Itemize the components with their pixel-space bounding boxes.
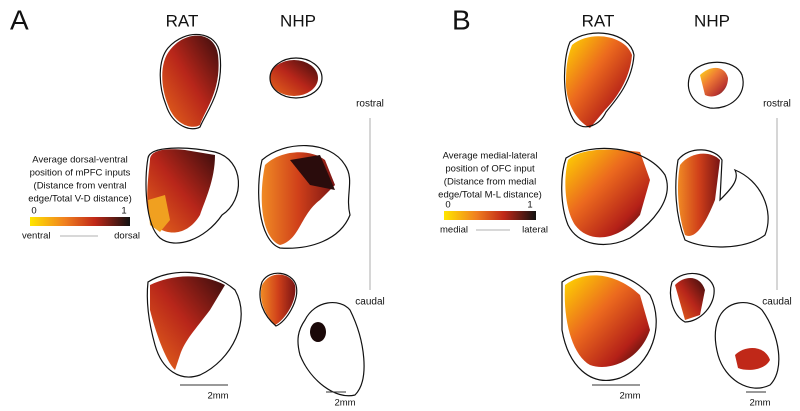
scale-label: 2mm	[207, 391, 228, 402]
colorbar	[30, 217, 130, 226]
section-outline	[146, 271, 242, 378]
section-outline	[269, 57, 323, 99]
section-outline	[561, 147, 668, 246]
axis-label: caudal	[355, 297, 384, 308]
section-outline	[687, 61, 744, 109]
section-map	[677, 153, 720, 236]
legend-text: (Distance from ventral	[34, 181, 127, 192]
panel-letter: A	[10, 4, 29, 35]
section-map	[270, 60, 318, 96]
legend-text: edge/Total M-L distance)	[438, 190, 542, 201]
legend-text: edge/Total V-D distance)	[28, 194, 132, 205]
section-map	[260, 274, 296, 325]
section-outline	[669, 272, 715, 323]
legend-text: Average dorsal-ventral	[32, 155, 127, 166]
section-map	[565, 36, 632, 128]
section-map	[148, 195, 170, 232]
section-outline	[675, 149, 769, 248]
section-map	[290, 155, 335, 190]
scale-label: 2mm	[334, 398, 355, 409]
section-outline	[259, 272, 298, 327]
section-outline	[561, 270, 657, 381]
colorbar-left: ventral	[22, 231, 51, 242]
section-map	[735, 348, 770, 370]
colorbar-max: 1	[121, 206, 126, 217]
legend-text: position of OFC input	[445, 164, 535, 175]
axis-label: rostral	[763, 99, 791, 110]
section-outline	[297, 302, 365, 397]
colorbar-left: medial	[440, 225, 468, 236]
colorbar-min: 0	[31, 206, 36, 217]
scale-label: 2mm	[749, 398, 770, 409]
colorbar-right: dorsal	[114, 231, 140, 242]
axis-label: caudal	[762, 297, 791, 308]
section-map	[162, 35, 219, 127]
section-outline	[258, 144, 351, 249]
panel-a: A RAT NHP rostral caudal Average dorsal-…	[10, 4, 385, 408]
section-outline	[159, 34, 222, 130]
column-header: RAT	[166, 11, 199, 30]
section-map	[150, 276, 225, 370]
colorbar-min: 0	[445, 200, 450, 211]
legend-text: Average medial-lateral	[443, 151, 538, 162]
section-outline	[714, 302, 780, 389]
colorbar-right: lateral	[522, 225, 548, 236]
section-outline	[563, 32, 635, 128]
colorbar-max: 1	[527, 200, 532, 211]
legend-text: (Distance from medial	[444, 177, 536, 188]
panel-letter: B	[452, 4, 471, 35]
colorbar	[444, 211, 536, 220]
section-map	[565, 149, 650, 238]
legend-text: position of mPFC inputs	[30, 168, 131, 179]
section-outline	[145, 147, 239, 244]
scale-label: 2mm	[619, 391, 640, 402]
section-map	[310, 322, 326, 342]
section-map	[700, 67, 728, 97]
panel-b: B RAT NHP rostral caudal Average medial-…	[438, 4, 792, 408]
section-map	[675, 278, 705, 320]
column-header: NHP	[694, 11, 730, 30]
section-map	[564, 275, 650, 367]
column-header: RAT	[582, 11, 615, 30]
column-header: NHP	[280, 11, 316, 30]
axis-label: rostral	[356, 99, 384, 110]
